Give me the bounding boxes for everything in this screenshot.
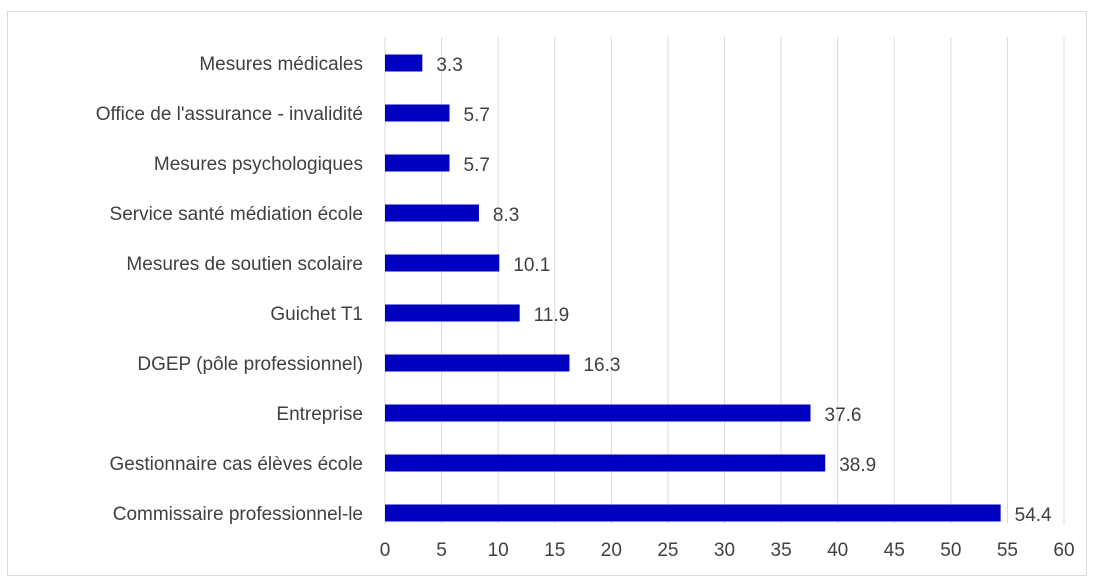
data-label: 54.4 xyxy=(1015,505,1052,526)
category-label: Service santé médiation école xyxy=(110,204,363,225)
x-tick-label: 25 xyxy=(657,540,678,561)
category-label: Entreprise xyxy=(276,404,363,425)
data-label: 5.7 xyxy=(464,155,490,176)
x-tick-label: 15 xyxy=(544,540,565,561)
bar xyxy=(385,254,500,272)
data-label: 11.9 xyxy=(534,305,570,326)
bar xyxy=(385,104,450,122)
x-tick-label: 60 xyxy=(1053,540,1074,561)
x-tick-label: 10 xyxy=(488,540,509,561)
category-label: Mesures de soutien scolaire xyxy=(126,254,363,275)
category-label: DGEP (pôle professionnel) xyxy=(137,354,363,375)
category-label: Office de l'assurance - invalidité xyxy=(96,104,363,125)
x-tick-label: 40 xyxy=(827,540,848,561)
x-tick-label: 55 xyxy=(997,540,1018,561)
x-tick-label: 30 xyxy=(714,540,735,561)
category-label: Gestionnaire cas élèves école xyxy=(110,454,363,475)
bar xyxy=(385,54,423,72)
bar xyxy=(385,454,826,472)
category-label: Mesures médicales xyxy=(199,54,363,75)
bar xyxy=(385,304,520,322)
data-label: 38.9 xyxy=(839,455,876,476)
x-tick-label: 35 xyxy=(771,540,792,561)
x-tick-label: 5 xyxy=(436,540,447,561)
data-label: 5.7 xyxy=(464,105,490,126)
category-label: Mesures psychologiques xyxy=(154,154,363,175)
bar xyxy=(385,204,479,222)
bar xyxy=(385,154,450,172)
data-label: 8.3 xyxy=(493,205,519,226)
bar xyxy=(385,354,570,372)
data-label: 3.3 xyxy=(436,55,462,76)
x-tick-label: 45 xyxy=(884,540,905,561)
category-label: Commissaire professionnel-le xyxy=(113,504,363,525)
x-tick-label: 20 xyxy=(601,540,622,561)
bar xyxy=(385,504,1001,522)
x-tick-label: 50 xyxy=(940,540,961,561)
data-label: 10.1 xyxy=(513,255,550,276)
category-label: Guichet T1 xyxy=(270,304,363,325)
data-label: 16.3 xyxy=(583,355,620,376)
chart-area xyxy=(7,11,1087,576)
bar xyxy=(385,404,811,422)
data-label: 37.6 xyxy=(825,405,862,426)
x-tick-label: 0 xyxy=(380,540,391,561)
